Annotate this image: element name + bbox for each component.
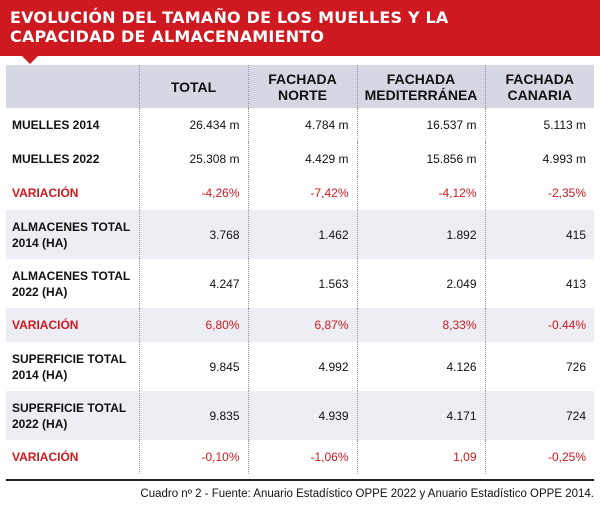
table-row: MUELLES 2022 25.308 m 4.429 m 15.856 m 4…	[6, 142, 594, 176]
header-cell-fachada-mediterranea: FACHADA MEDITERRÁNEA	[356, 65, 485, 108]
cell-value: -2,35%	[484, 176, 594, 210]
row-label: SUPERFICIE TOTAL 2022 (HA)	[6, 391, 139, 440]
table-row-variacion: VARIACIÓN 6,80% 6,87% 8,33% -0.44%	[6, 308, 594, 342]
table-row: MUELLES 2014 26.434 m 4.784 m 16.537 m 5…	[6, 108, 594, 142]
cell-value: 5.113 m	[484, 108, 594, 142]
cell-value: 4.126	[356, 342, 485, 391]
cell-value: 724	[484, 391, 594, 440]
source-caption: Cuadro nº 2 - Fuente: Anuario Estadístic…	[140, 488, 594, 500]
cell-value: 6,87%	[247, 308, 357, 342]
cell-value: 1.462	[247, 210, 357, 259]
cell-value: -1,06%	[247, 440, 357, 474]
row-label: MUELLES 2014	[12, 118, 100, 132]
cell-value: -0.44%	[484, 308, 594, 342]
cell-value: 1.892	[356, 210, 485, 259]
row-label: ALMACENES TOTAL 2014 (HA)	[6, 210, 139, 259]
row-label: MUELLES 2022	[12, 152, 100, 166]
header-row: TOTAL FACHADA NORTE FACHADA MEDITERRÁNEA…	[6, 65, 594, 108]
header-cell-fachada-canaria: FACHADA CANARIA	[484, 65, 594, 108]
cell-value: 4.429 m	[247, 142, 357, 176]
table-row: ALMACENES TOTAL 2014 (HA) 3.768 1.462 1.…	[6, 210, 594, 259]
header-cell-fachada-norte: FACHADA NORTE	[247, 65, 357, 108]
row-label: SUPERFICIE TOTAL 2014 (HA)	[12, 351, 127, 382]
title-banner: EVOLUCIÓN DEL TAMAÑO DE LOS MUELLES Y LA…	[0, 0, 600, 64]
cell-value: 726	[484, 342, 594, 391]
cell-value: 2.049	[356, 259, 485, 308]
data-table: TOTAL FACHADA NORTE FACHADA MEDITERRÁNEA…	[6, 65, 594, 474]
cell-value: 1,09	[356, 440, 485, 474]
cell-value: -0,25%	[484, 440, 594, 474]
cell-value: 8,33%	[356, 308, 485, 342]
cell-value: 15.856 m	[356, 142, 485, 176]
cell-value: 6,80%	[138, 308, 248, 342]
cell-value: 4.993 m	[484, 142, 594, 176]
cell-value: 9.835	[138, 391, 248, 440]
table-row-variacion: VARIACIÓN -4,26% -7,42% -4,12% -2,35%	[6, 176, 594, 210]
cell-value: 4.784 m	[247, 108, 357, 142]
cell-value: 415	[484, 210, 594, 259]
table-row-variacion: VARIACIÓN -0,10% -1,06% 1,09 -0,25%	[6, 440, 594, 474]
cell-value: 3.768	[138, 210, 248, 259]
cell-value: -0,10%	[138, 440, 248, 474]
header-cell-total: TOTAL	[138, 65, 248, 108]
cell-value: 413	[484, 259, 594, 308]
cell-value: -7,42%	[247, 176, 357, 210]
cell-value: 4.247	[138, 259, 248, 308]
footer-divider	[6, 479, 594, 481]
cell-value: -4,26%	[138, 176, 248, 210]
cell-value: 4.939	[247, 391, 357, 440]
cell-value: 4.992	[247, 342, 357, 391]
cell-value: -4,12%	[356, 176, 485, 210]
cell-value: 16.537 m	[356, 108, 485, 142]
cell-value: 1.563	[247, 259, 357, 308]
cell-value: 26.434 m	[138, 108, 248, 142]
row-label: VARIACIÓN	[6, 308, 139, 342]
cell-value: 4.171	[356, 391, 485, 440]
table-row: SUPERFICIE TOTAL 2014 (HA) 9.845 4.992 4…	[6, 342, 594, 391]
cell-value: 9.845	[138, 342, 248, 391]
row-label: ALMACENES TOTAL 2022 (HA)	[12, 268, 131, 299]
cell-value: 25.308 m	[138, 142, 248, 176]
row-label: VARIACIÓN	[12, 186, 79, 200]
table-row: ALMACENES TOTAL 2022 (HA) 4.247 1.563 2.…	[6, 259, 594, 308]
table-title: EVOLUCIÓN DEL TAMAÑO DE LOS MUELLES Y LA…	[10, 8, 449, 46]
table-row: SUPERFICIE TOTAL 2022 (HA) 9.835 4.939 4…	[6, 391, 594, 440]
row-label: VARIACIÓN	[12, 450, 79, 464]
header-cell-corner	[6, 65, 139, 108]
